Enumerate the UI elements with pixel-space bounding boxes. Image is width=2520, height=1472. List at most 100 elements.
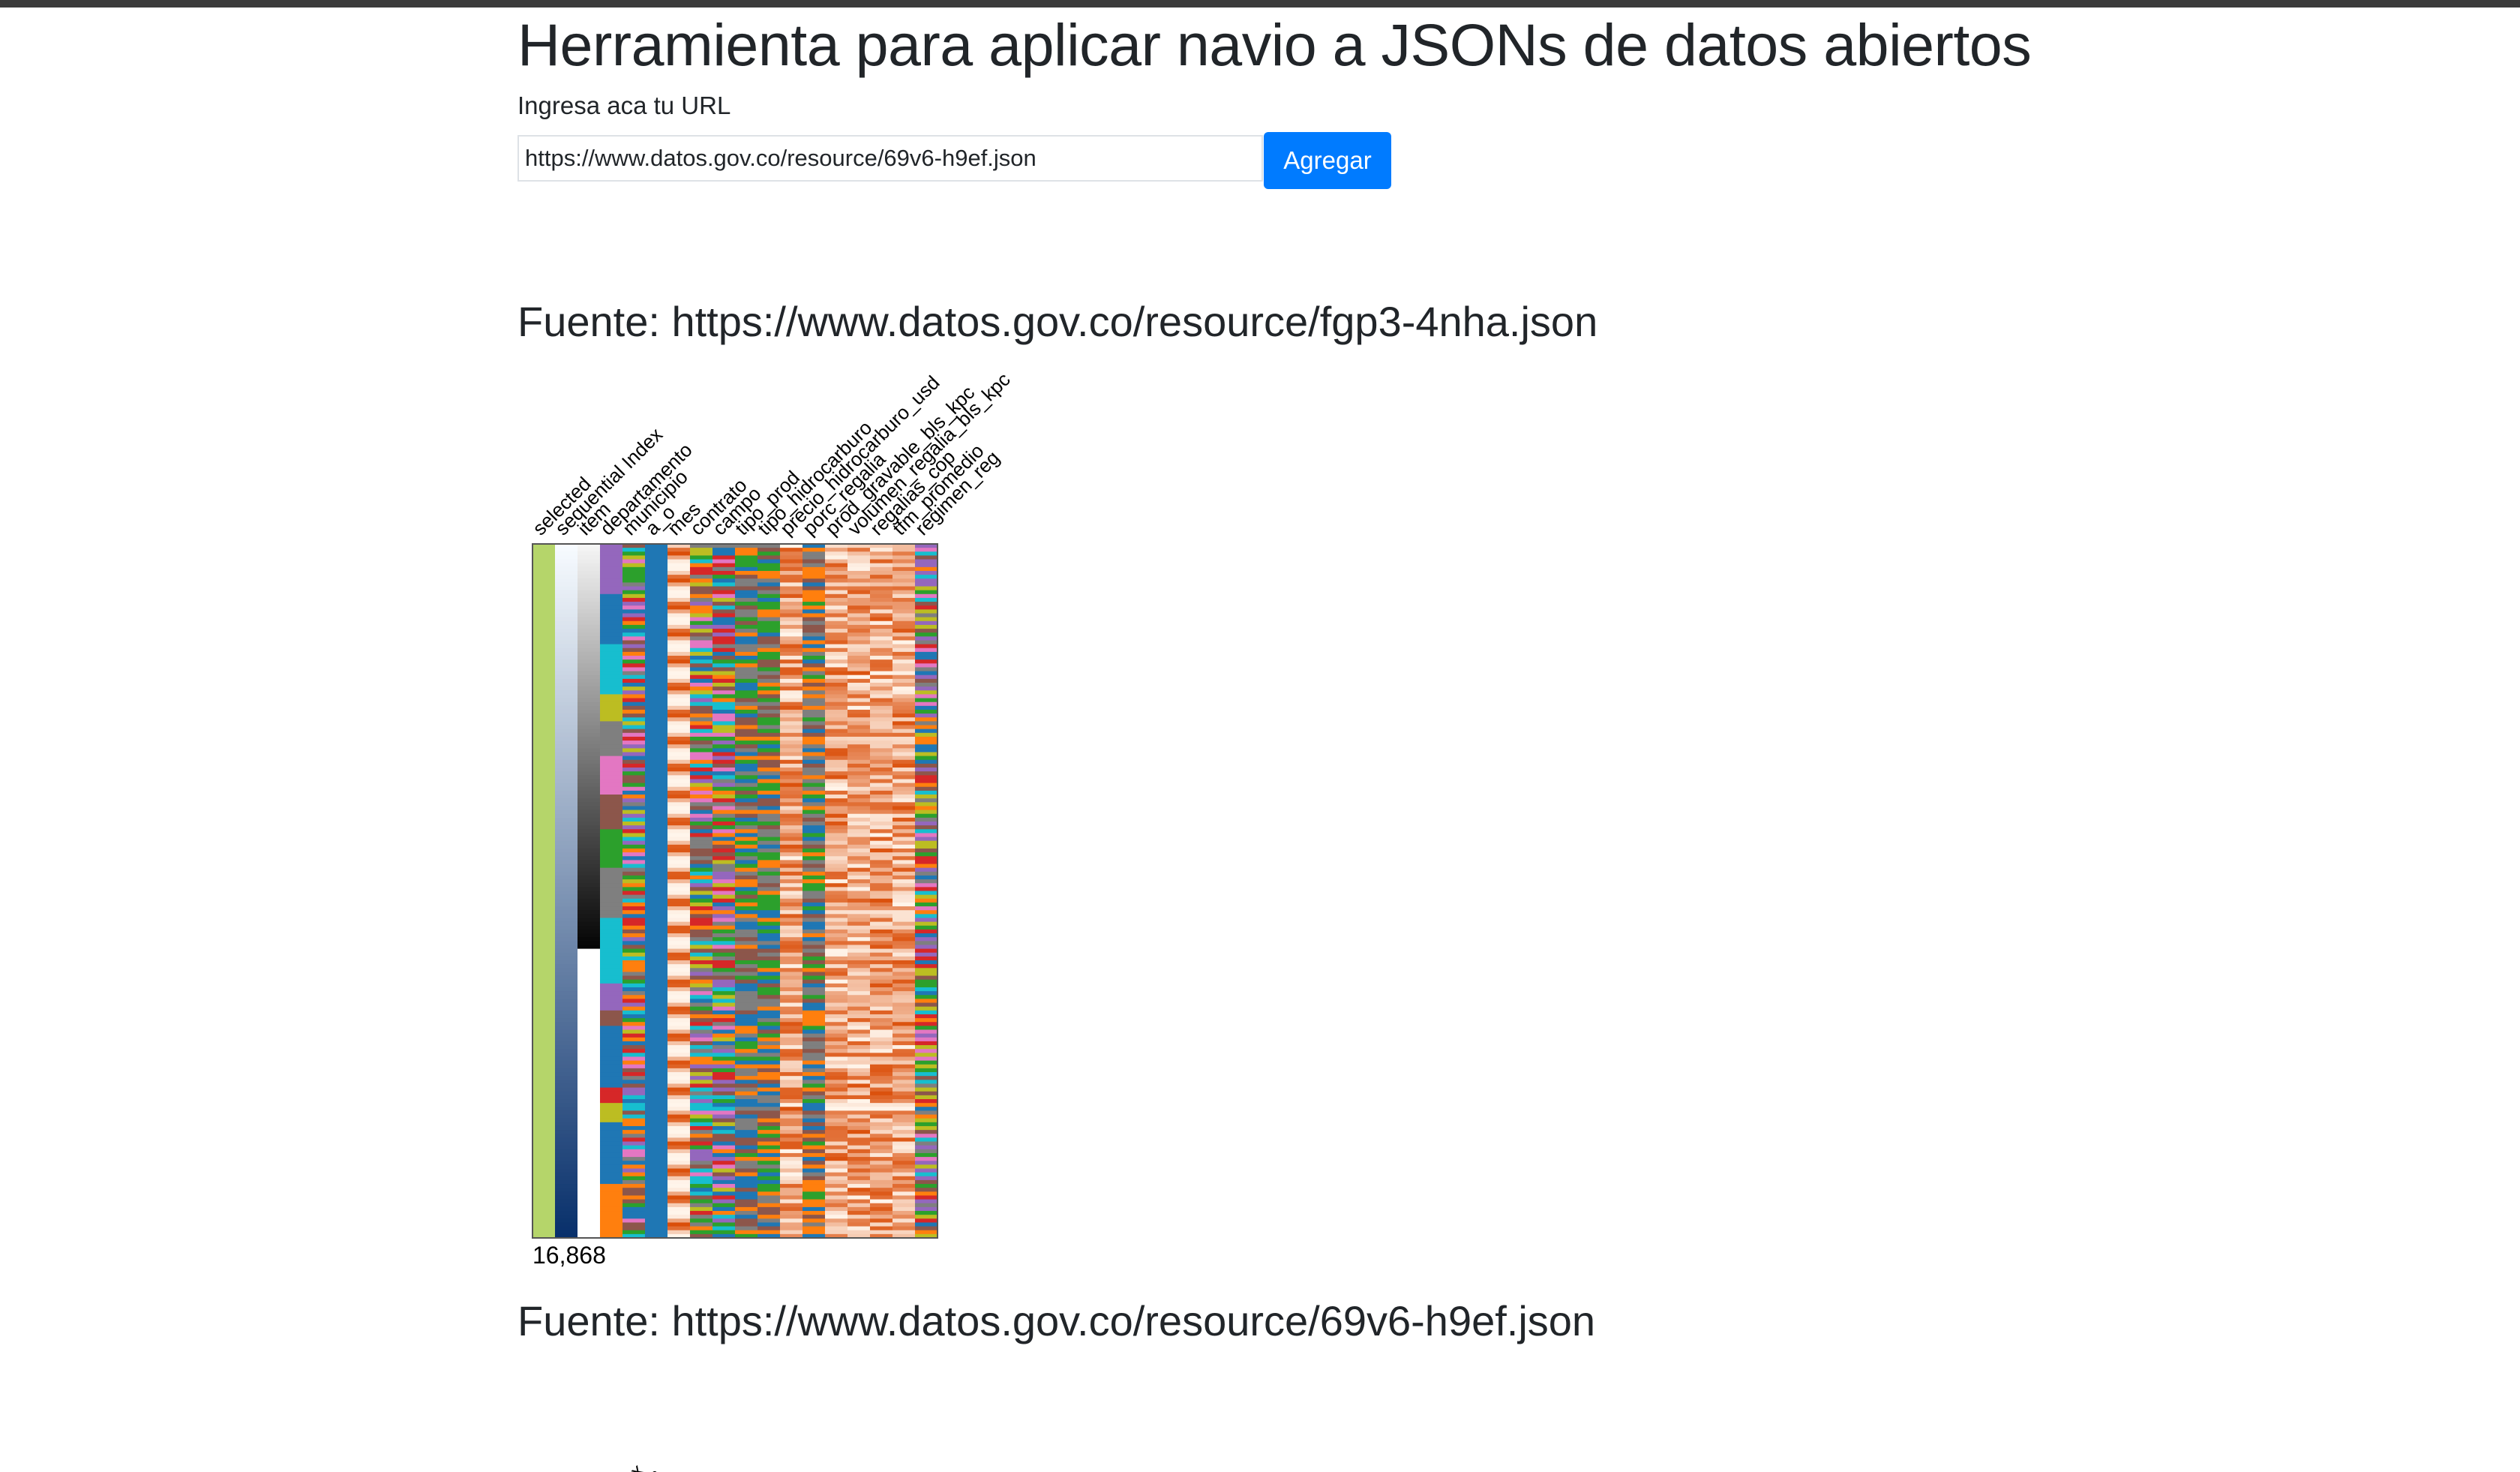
row-band <box>712 663 735 668</box>
attribute-column-14[interactable] <box>848 544 870 1239</box>
row-band <box>622 1145 645 1150</box>
row-band <box>600 644 622 649</box>
attribute-column-16[interactable] <box>892 544 915 1239</box>
row-band <box>825 883 848 888</box>
attribute-label-2-0[interactable]: Index <box>598 1459 648 1472</box>
attribute-column-1[interactable] <box>555 544 578 1239</box>
row-band <box>780 1161 802 1165</box>
row-band <box>758 856 780 861</box>
row-band <box>915 1176 938 1181</box>
attribute-column-17[interactable] <box>915 544 938 1239</box>
row-band <box>915 725 938 730</box>
attribute-column-13[interactable] <box>825 544 848 1239</box>
row-band <box>555 1226 578 1231</box>
row-band <box>802 798 825 803</box>
add-button[interactable]: Agregar <box>1264 132 1391 189</box>
row-band <box>892 822 915 826</box>
row-band <box>712 741 735 745</box>
attribute-column-3[interactable] <box>600 544 622 1239</box>
row-band <box>668 995 690 999</box>
row-band <box>848 593 870 599</box>
row-band <box>622 705 645 710</box>
row-band <box>802 775 825 780</box>
attribute-column-4[interactable] <box>622 544 645 1239</box>
row-band <box>690 987 712 992</box>
row-band <box>892 894 915 900</box>
attribute-column-0[interactable] <box>532 544 555 1238</box>
row-band <box>758 586 780 591</box>
row-band <box>802 644 825 649</box>
row-band <box>915 597 938 602</box>
row-band <box>735 1072 758 1077</box>
row-band <box>870 995 892 999</box>
row-band <box>735 1118 758 1123</box>
row-band <box>735 713 758 718</box>
row-band <box>555 1064 578 1069</box>
row-band <box>802 840 825 846</box>
row-band <box>712 1157 735 1161</box>
url-input[interactable] <box>518 135 1263 182</box>
row-band <box>555 964 578 969</box>
row-band <box>802 1006 825 1011</box>
row-band <box>780 709 802 714</box>
attribute-column-5[interactable] <box>645 544 668 1238</box>
row-band <box>578 1179 600 1185</box>
row-band <box>802 1076 825 1080</box>
row-band <box>780 1022 802 1026</box>
row-band <box>825 979 848 984</box>
attribute-column-7[interactable] <box>690 544 712 1239</box>
row-band <box>690 1114 712 1119</box>
row-band <box>555 741 578 745</box>
row-band <box>690 1002 712 1008</box>
row-band <box>825 999 848 1004</box>
row-band <box>825 559 848 564</box>
row-band <box>600 690 622 695</box>
attribute-column-8[interactable] <box>712 544 735 1239</box>
row-band <box>600 910 622 915</box>
row-band <box>600 1230 622 1235</box>
row-band <box>555 1230 578 1235</box>
row-band <box>668 968 690 973</box>
row-band <box>825 1164 848 1170</box>
row-band <box>892 902 915 907</box>
row-band <box>668 999 690 1004</box>
row-band <box>915 1076 938 1080</box>
row-band <box>690 856 712 861</box>
attribute-column-11[interactable] <box>780 544 802 1239</box>
row-band <box>780 879 802 884</box>
row-band <box>622 952 645 957</box>
row-band <box>735 759 758 765</box>
row-band <box>600 1068 622 1073</box>
attribute-column-10[interactable] <box>758 544 780 1239</box>
row-band <box>578 1045 600 1050</box>
row-band <box>555 887 578 892</box>
row-band <box>555 1218 578 1224</box>
row-band <box>802 1215 825 1219</box>
row-band <box>915 948 938 954</box>
row-band <box>870 1076 892 1080</box>
row-band <box>735 721 758 726</box>
row-band <box>825 1103 848 1107</box>
navio-visualization-2[interactable]: Indexocacionactadocto <box>518 1388 818 1472</box>
attribute-column-2[interactable] <box>578 544 600 1239</box>
row-band <box>735 725 758 730</box>
row-band <box>668 1053 690 1058</box>
row-band <box>600 744 622 749</box>
row-band <box>892 968 915 973</box>
row-band <box>802 1095 825 1100</box>
attribute-column-15[interactable] <box>870 544 892 1239</box>
row-band <box>600 1103 622 1107</box>
attribute-column-6[interactable] <box>668 544 690 1239</box>
row-band <box>668 586 690 591</box>
row-band <box>668 768 690 772</box>
row-band <box>735 871 758 876</box>
row-band <box>825 1176 848 1181</box>
row-band <box>915 613 938 618</box>
row-band <box>802 759 825 765</box>
row-band <box>622 879 645 884</box>
row-band <box>825 1041 848 1046</box>
row-band <box>600 867 622 873</box>
attribute-column-12[interactable] <box>802 544 825 1239</box>
attribute-column-9[interactable] <box>735 544 758 1239</box>
